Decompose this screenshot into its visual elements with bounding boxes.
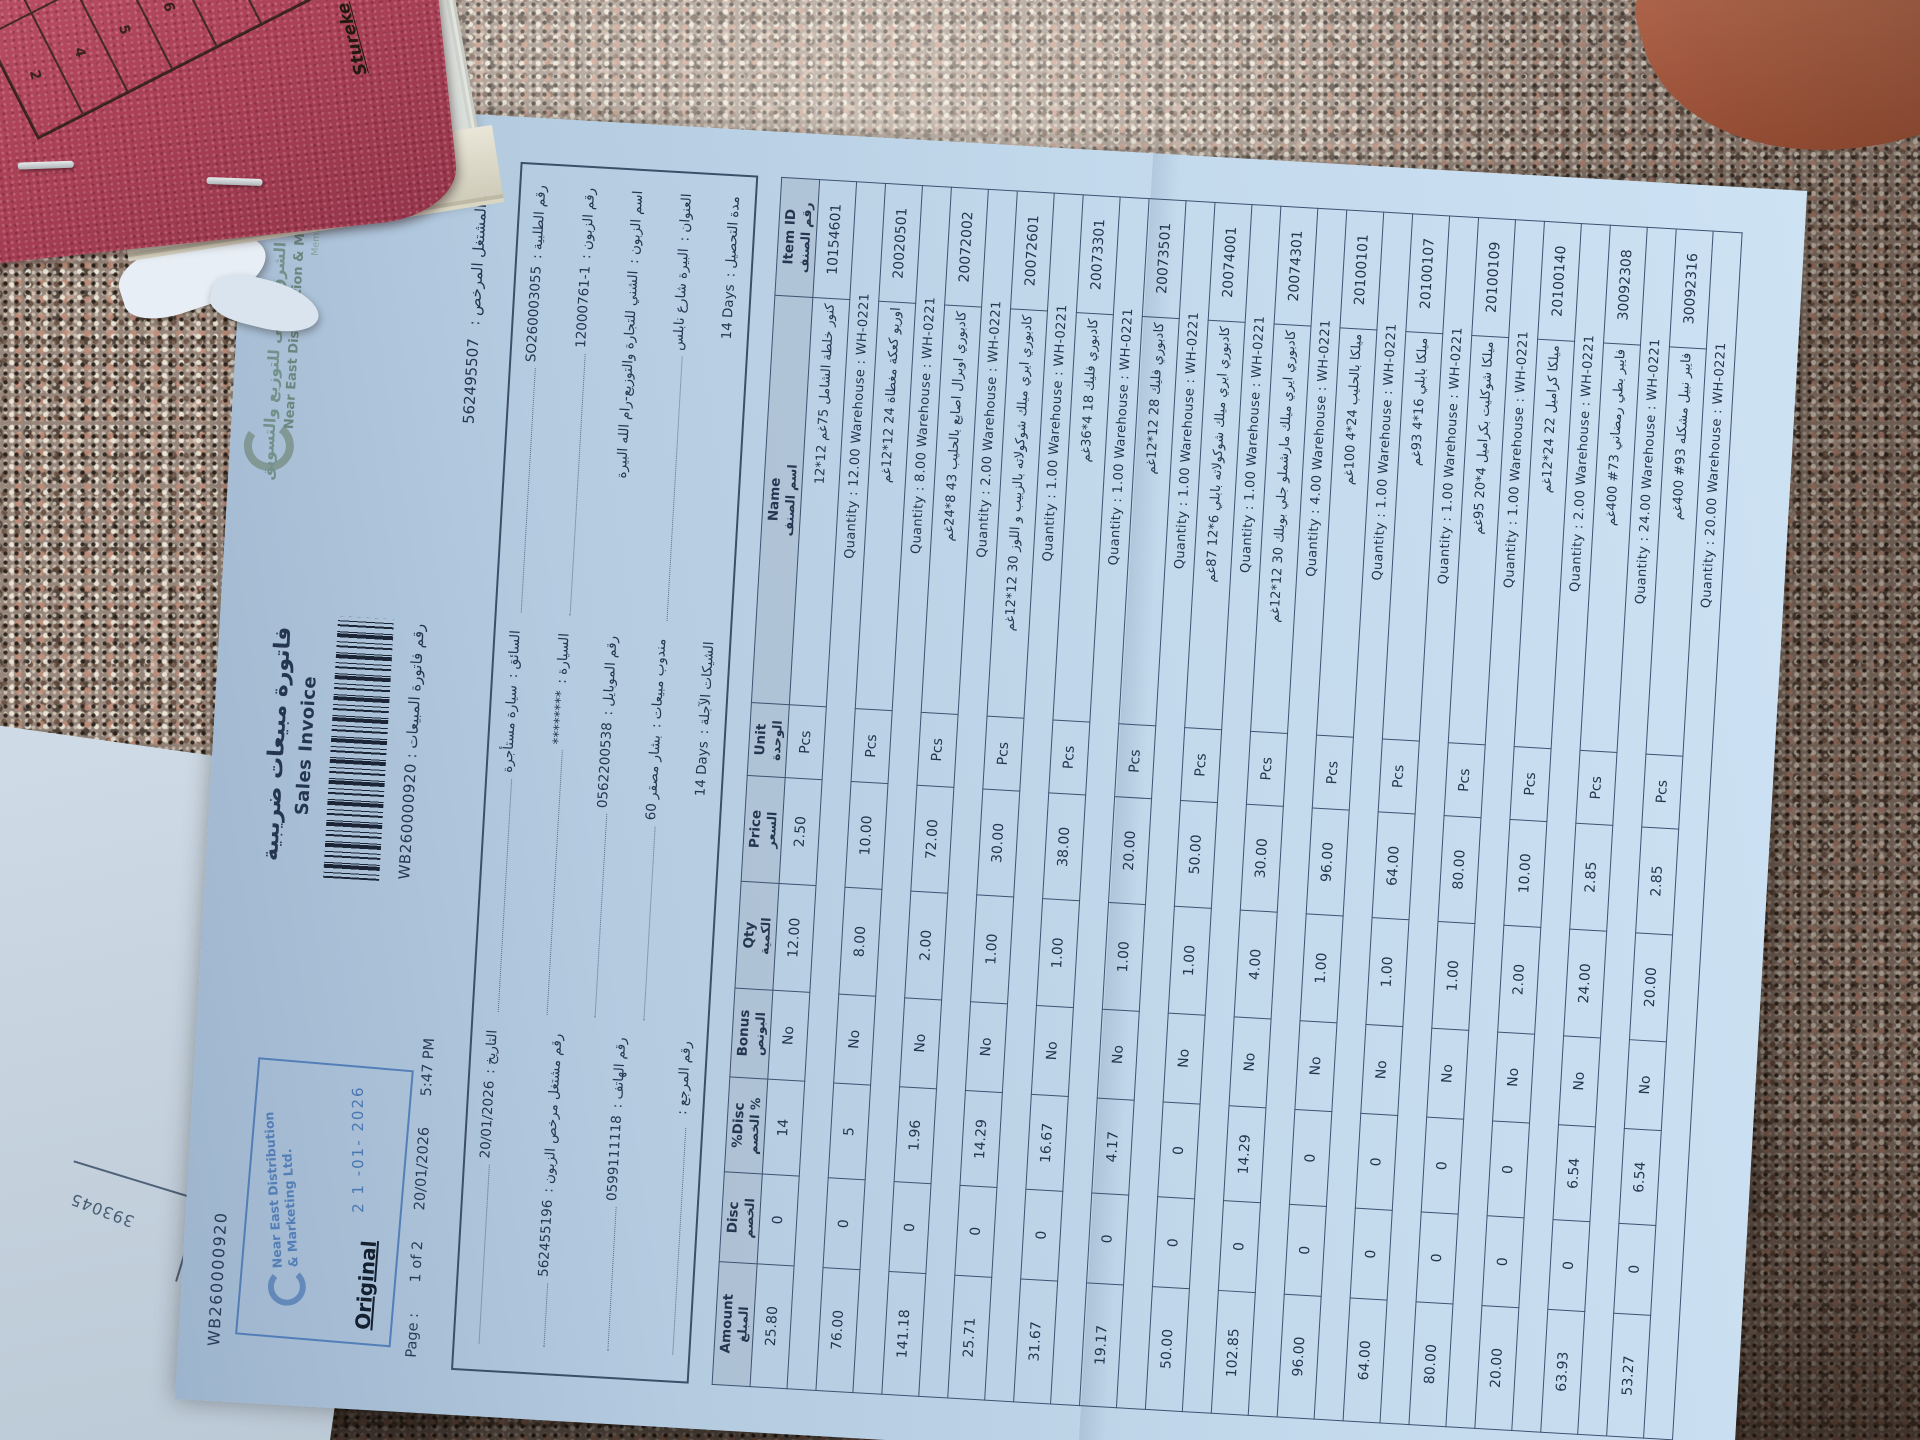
page-label: Page : [403, 1312, 423, 1359]
page-info-line: Page : 1 of 2 20/01/2026 5:47 PM [404, 1012, 440, 1358]
original-stamp: Near East Distribution & Marketing Ltd. … [235, 1057, 414, 1348]
field-order-no: رقم الطلبية : SO260003055 [508, 185, 549, 619]
col-bonus: Bonus البونص [729, 987, 773, 1080]
field-phone: رقم الهاتف :0599111118 [595, 1037, 630, 1357]
underlay-number: 393045 [67, 1189, 137, 1232]
barcode [323, 616, 395, 881]
stamp-date: 2 1 -01- 2026 [348, 1085, 368, 1214]
field-address: العنوان : البيرة شارع نابلس [654, 193, 695, 627]
field-customer-name: اسم الزبون : الشني للتجارة والتوزيع-رام ا… [613, 190, 647, 479]
items-table: Item ID رقم الصنف Name اسم الصنف Unit الوحد… [712, 177, 1743, 1440]
field-sales-rep: مندوب مبيعات : بشار مصقر 60 [631, 638, 669, 1027]
field-vehicle: السيارة : ******** [534, 633, 572, 1022]
invoice-number-value: WB260000920 [395, 762, 420, 880]
invoice-sheet: WB260000920 Near East Distribution & Mar… [174, 101, 1808, 1440]
invoice-number-line: رقم فاتورة المبيعات : WB260000920 [392, 561, 432, 941]
field-reference: رقم المرجع : [660, 1041, 694, 1361]
col-qty: Qty الكمية [734, 881, 780, 990]
field-customer-no: رقم الزبون :12000761-1 [557, 187, 598, 621]
underlay-number-box: 393045 [48, 1160, 203, 1282]
col-unit: Unit الوحدة [747, 702, 790, 778]
fields-column-right: رقم الطلبية : SO260003055 رقم الزبون :120… [506, 179, 745, 637]
fields-box: رقم الطلبية : SO260003055 رقم الزبون :120… [451, 161, 759, 1384]
print-time: 5:47 PM [418, 1037, 439, 1097]
field-collection-period: مدة التحصيل :14 Days [718, 195, 744, 340]
stamp-logo-icon [266, 1266, 307, 1307]
field-customer-license: رقم مشتغل مرخص الزبون :562455196 [531, 1033, 565, 1353]
col-price: Price السعر [741, 775, 786, 884]
invoice-number-label: رقم فاتورة المبيعات : [402, 623, 428, 759]
stamp-company: Near East Distribution & Marketing Ltd. [258, 1110, 307, 1311]
fields-column-left: التاريخ :20/01/2026 رقم مشتغل مرخص الزبو… [464, 1023, 697, 1367]
print-date: 20/01/2026 [412, 1126, 433, 1211]
doc-number: WB260000920 [203, 1210, 231, 1347]
field-deferred-cheques: الشيكات الآجلة :14 Days [692, 641, 718, 797]
field-driver: السائق : سيارة مستأجرة [485, 630, 524, 1019]
col-disc: Disc الخصم [719, 1172, 763, 1264]
page-value: 1 of 2 [407, 1240, 427, 1283]
field-date: التاريخ :20/01/2026 [466, 1029, 501, 1349]
title-block: فاتورة مبيعات ضريبية Sales Invoice رقم ف… [254, 553, 432, 941]
license-value: 562495507 [459, 337, 483, 425]
col-disc-pct: Disc%% الخصم [724, 1077, 768, 1175]
field-mobile: رقم الموبايل :0562200538 [582, 635, 621, 1024]
notebook-cover: 2 4 5 6 7 8 9 10 0 Stureke [0, 0, 462, 266]
fields-column-middle: السائق : سيارة مستأجرة السيارة : ******** … [483, 624, 720, 1036]
